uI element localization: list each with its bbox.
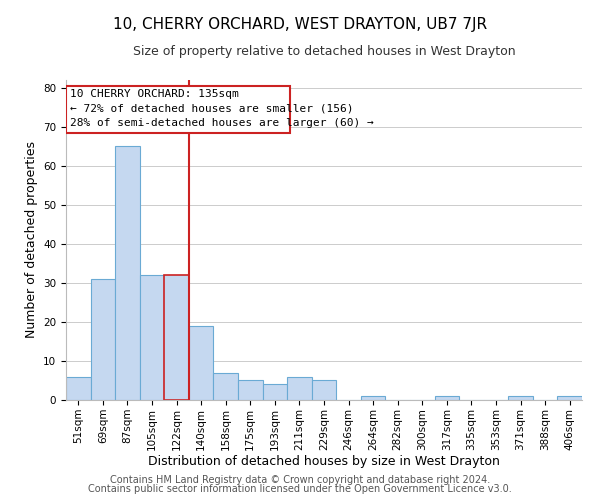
X-axis label: Distribution of detached houses by size in West Drayton: Distribution of detached houses by size … — [148, 456, 500, 468]
Bar — [140, 275, 164, 400]
Bar — [91, 279, 115, 400]
Bar — [189, 326, 214, 400]
Bar — [115, 146, 140, 400]
Bar — [164, 275, 189, 400]
Bar — [434, 396, 459, 400]
Title: Size of property relative to detached houses in West Drayton: Size of property relative to detached ho… — [133, 45, 515, 58]
Bar — [312, 380, 336, 400]
FancyBboxPatch shape — [67, 86, 290, 132]
Text: Contains public sector information licensed under the Open Government Licence v3: Contains public sector information licen… — [88, 484, 512, 494]
Text: ← 72% of detached houses are smaller (156): ← 72% of detached houses are smaller (15… — [70, 104, 353, 114]
Bar — [214, 372, 238, 400]
Bar — [263, 384, 287, 400]
Text: Contains HM Land Registry data © Crown copyright and database right 2024.: Contains HM Land Registry data © Crown c… — [110, 475, 490, 485]
Bar — [508, 396, 533, 400]
Bar — [287, 376, 312, 400]
Bar — [361, 396, 385, 400]
Bar — [66, 376, 91, 400]
Bar — [557, 396, 582, 400]
Text: 10, CHERRY ORCHARD, WEST DRAYTON, UB7 7JR: 10, CHERRY ORCHARD, WEST DRAYTON, UB7 7J… — [113, 18, 487, 32]
Y-axis label: Number of detached properties: Number of detached properties — [25, 142, 38, 338]
Bar — [238, 380, 263, 400]
Text: 28% of semi-detached houses are larger (60) →: 28% of semi-detached houses are larger (… — [70, 118, 374, 128]
Text: 10 CHERRY ORCHARD: 135sqm: 10 CHERRY ORCHARD: 135sqm — [70, 89, 239, 99]
